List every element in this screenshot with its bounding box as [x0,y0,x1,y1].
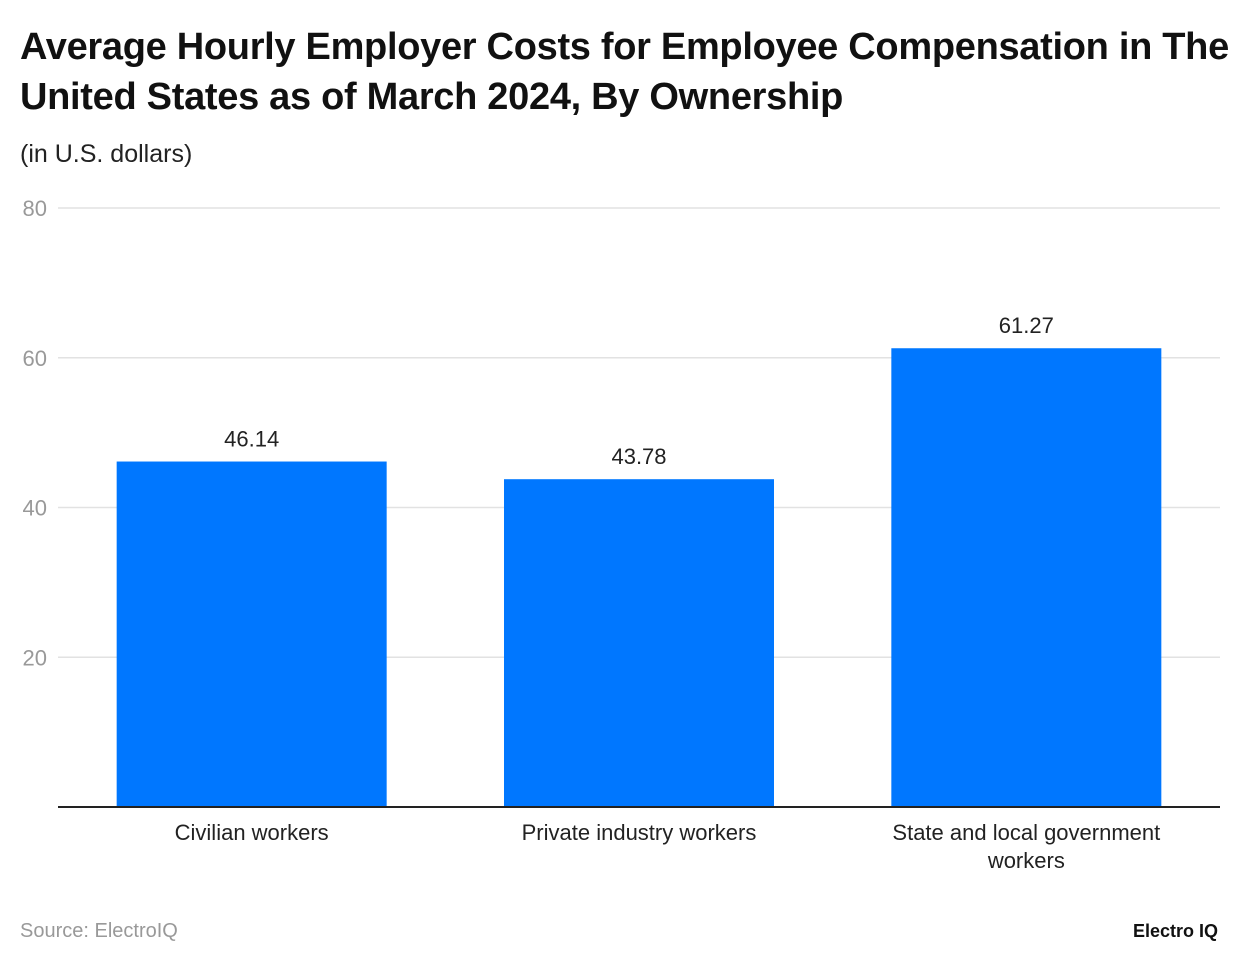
bar [116,461,387,807]
bar [891,348,1162,807]
y-tick-label: 80 [23,196,47,221]
data-label: 46.14 [224,427,279,452]
x-tick-label: Civilian workers [175,820,329,845]
source-note: Source: ElectroIQ [20,920,178,942]
x-tick-label: Private industry workers [522,820,757,845]
chart-subtitle: (in U.S. dollars) [20,140,193,168]
data-label: 43.78 [611,444,666,469]
data-label: 61.27 [999,313,1054,338]
electroiq-logo: Electro IQ [1132,921,1218,941]
y-tick-label: 20 [23,645,47,670]
y-tick-label: 40 [23,496,47,521]
y-tick-label: 60 [23,346,47,371]
bar [504,479,774,807]
chart-title: Average Hourly Employer Costs for Employ… [20,26,1229,118]
x-tick-label: State and local government workers [892,820,1160,873]
